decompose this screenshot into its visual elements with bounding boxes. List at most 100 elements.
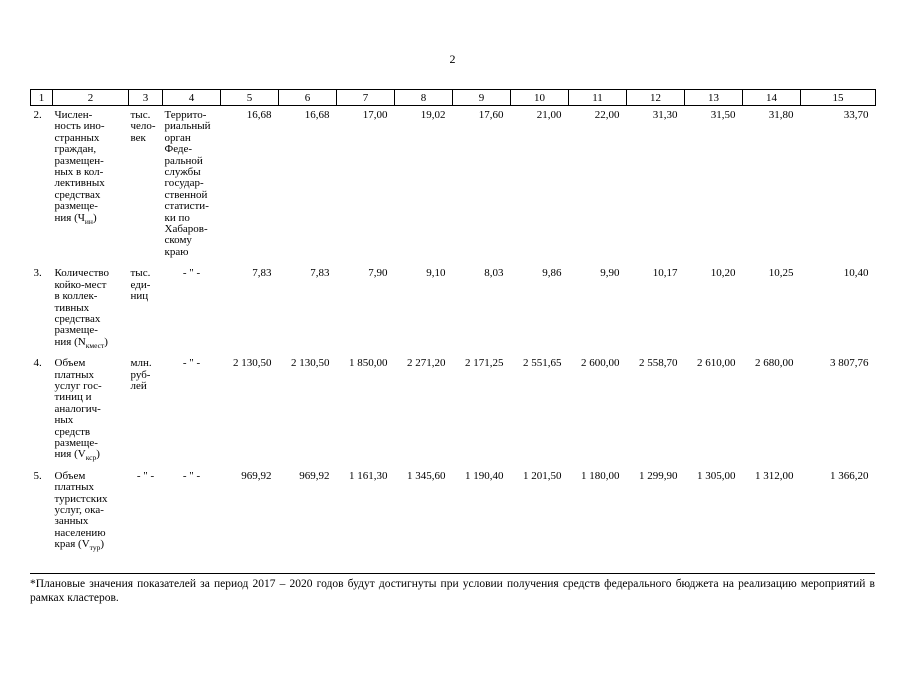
text-line: тыс.: [130, 109, 151, 121]
text-line: средств: [54, 425, 91, 438]
value-cell: 2 558,70: [639, 357, 678, 370]
text-line: платных: [54, 481, 95, 494]
column-number-header: 4: [162, 89, 221, 106]
value-cell: 1 190,40: [465, 469, 504, 482]
value-cell: 33,70: [843, 109, 869, 121]
text-line: службы: [164, 166, 201, 179]
column-number-header: 8: [394, 89, 453, 106]
data-source-cell: Террито-риальный орган Феде-ральной службы г…: [163, 106, 221, 265]
value-cell: 2 130,50: [291, 357, 330, 370]
text-line: населению: [54, 526, 106, 539]
document-page: { "page": { "number": "2" }, "table": { …: [0, 52, 905, 692]
text-line: лективных: [54, 177, 105, 190]
footnote-block: *Плановые значения показателей за период…: [30, 572, 875, 605]
column-number-header: 10: [510, 89, 569, 106]
value-cell: 17,60: [478, 109, 504, 121]
column-number-header: 6: [278, 89, 337, 106]
value-cell: 2 130,50: [233, 357, 272, 370]
text-line: размеще-: [54, 436, 98, 449]
indicators-table: 1 2 3 4 5 6 7 8 9 10 11 12 13 14 15 2. Числен-ность ино…: [30, 89, 876, 557]
value-cell: 3 807,76: [830, 357, 869, 370]
row-number-cell: 3.: [33, 267, 42, 280]
formula-subscript: ин: [84, 216, 93, 226]
text-line: век: [130, 131, 146, 144]
table-row: 2. Числен-ность ино-странных граждан, разме…: [31, 106, 876, 265]
value-cell: 1 312,00: [755, 469, 794, 482]
data-source-cell: - " -: [182, 357, 201, 370]
data-source-cell: - " -: [182, 469, 201, 482]
value-cell: 2 680,00: [755, 357, 794, 370]
text-line: аналогич-: [54, 402, 101, 415]
text-line: странных: [54, 131, 100, 144]
text-line: ния (Nкмест): [54, 335, 108, 350]
text-line: ральной: [164, 154, 203, 167]
text-line: края (Vтур): [54, 538, 105, 553]
text-line: Количество: [54, 267, 110, 280]
formula-subscript: кср: [85, 453, 97, 463]
value-cell: 21,00: [536, 109, 562, 121]
value-cell: 2 171,25: [465, 357, 504, 370]
value-cell: 969,92: [241, 469, 272, 482]
value-cell: 2 600,00: [581, 357, 620, 370]
text-line: лей: [130, 379, 147, 392]
value-cell: 22,00: [594, 109, 620, 121]
column-number-header: 12: [626, 89, 685, 106]
value-cell: 9,10: [426, 267, 446, 280]
text-line: размеще-: [54, 324, 98, 337]
text-line: орган: [164, 131, 191, 144]
value-cell: 1 345,60: [407, 469, 446, 482]
value-cell: 1 180,00: [581, 469, 620, 482]
table-row: 4. Объем платных услуг гос-тиниц и аналогич-…: [31, 354, 876, 467]
value-cell: 1 305,00: [697, 469, 736, 482]
unit-cell: - " -: [136, 469, 155, 482]
text-line: Числен-: [54, 109, 93, 121]
data-source-cell: - " -: [182, 267, 201, 280]
text-line: ки по: [164, 211, 190, 224]
text-line: Террито-: [164, 109, 207, 121]
column-number-header: 5: [220, 89, 279, 106]
value-cell: 10,17: [652, 267, 678, 280]
value-cell: 7,90: [368, 267, 388, 280]
value-cell: 969,92: [299, 469, 330, 482]
text-line: скому: [164, 234, 192, 247]
value-cell: 19,02: [420, 109, 446, 121]
unit-cell: тыс. еди-ниц: [129, 264, 163, 354]
table-body: 2. Числен-ность ино-странных граждан, разме…: [31, 106, 876, 557]
unit-cell: млн. руб-лей: [129, 354, 163, 467]
formula-subscript: тур: [89, 543, 101, 553]
value-cell: 8,03: [484, 267, 504, 280]
column-number-header: 7: [336, 89, 395, 106]
text-line: средствах: [54, 312, 101, 325]
text-line: койко-мест: [54, 278, 107, 291]
value-cell: 10,20: [710, 267, 736, 280]
value-cell: 7,83: [310, 267, 330, 280]
text-line: в коллек-: [54, 290, 98, 303]
value-cell: 2 271,20: [407, 357, 446, 370]
indicator-name-cell: Объем платных туристских услуг, ока-занных н…: [53, 467, 129, 557]
value-cell: 16,68: [304, 109, 330, 121]
column-number-header: 2: [52, 89, 129, 106]
text-line: ния (Чин): [54, 211, 97, 226]
text-line: статисти-: [164, 200, 209, 213]
column-number-header: 3: [128, 89, 163, 106]
indicator-name-cell: Количество койко-мест в коллек-тивных средс…: [53, 264, 129, 354]
text-line: услуг, ока-: [54, 504, 104, 516]
row-number-cell: 4.: [33, 357, 42, 370]
column-number-header: 15: [800, 89, 876, 106]
value-cell: 31,80: [768, 109, 794, 121]
column-number-header: 1: [30, 89, 53, 106]
value-cell: 1 850,00: [349, 357, 388, 370]
text-line: средствах: [54, 188, 101, 201]
table-row: 5. Объем платных туристских услуг, ока-занны…: [31, 467, 876, 557]
text-line: ния (Vкср): [54, 448, 100, 463]
page-number: 2: [449, 52, 456, 66]
value-cell: 1 201,50: [523, 469, 562, 482]
text-line: Хабаров-: [164, 223, 208, 236]
formula-subscript: кмест: [85, 340, 105, 350]
column-number-header: 13: [684, 89, 743, 106]
text-line: ных в кол-: [54, 166, 104, 179]
text-line: руб-: [130, 368, 151, 381]
text-line: чело-: [130, 120, 156, 133]
footnote-separator: [30, 572, 875, 574]
value-cell: 2 551,65: [523, 357, 562, 370]
